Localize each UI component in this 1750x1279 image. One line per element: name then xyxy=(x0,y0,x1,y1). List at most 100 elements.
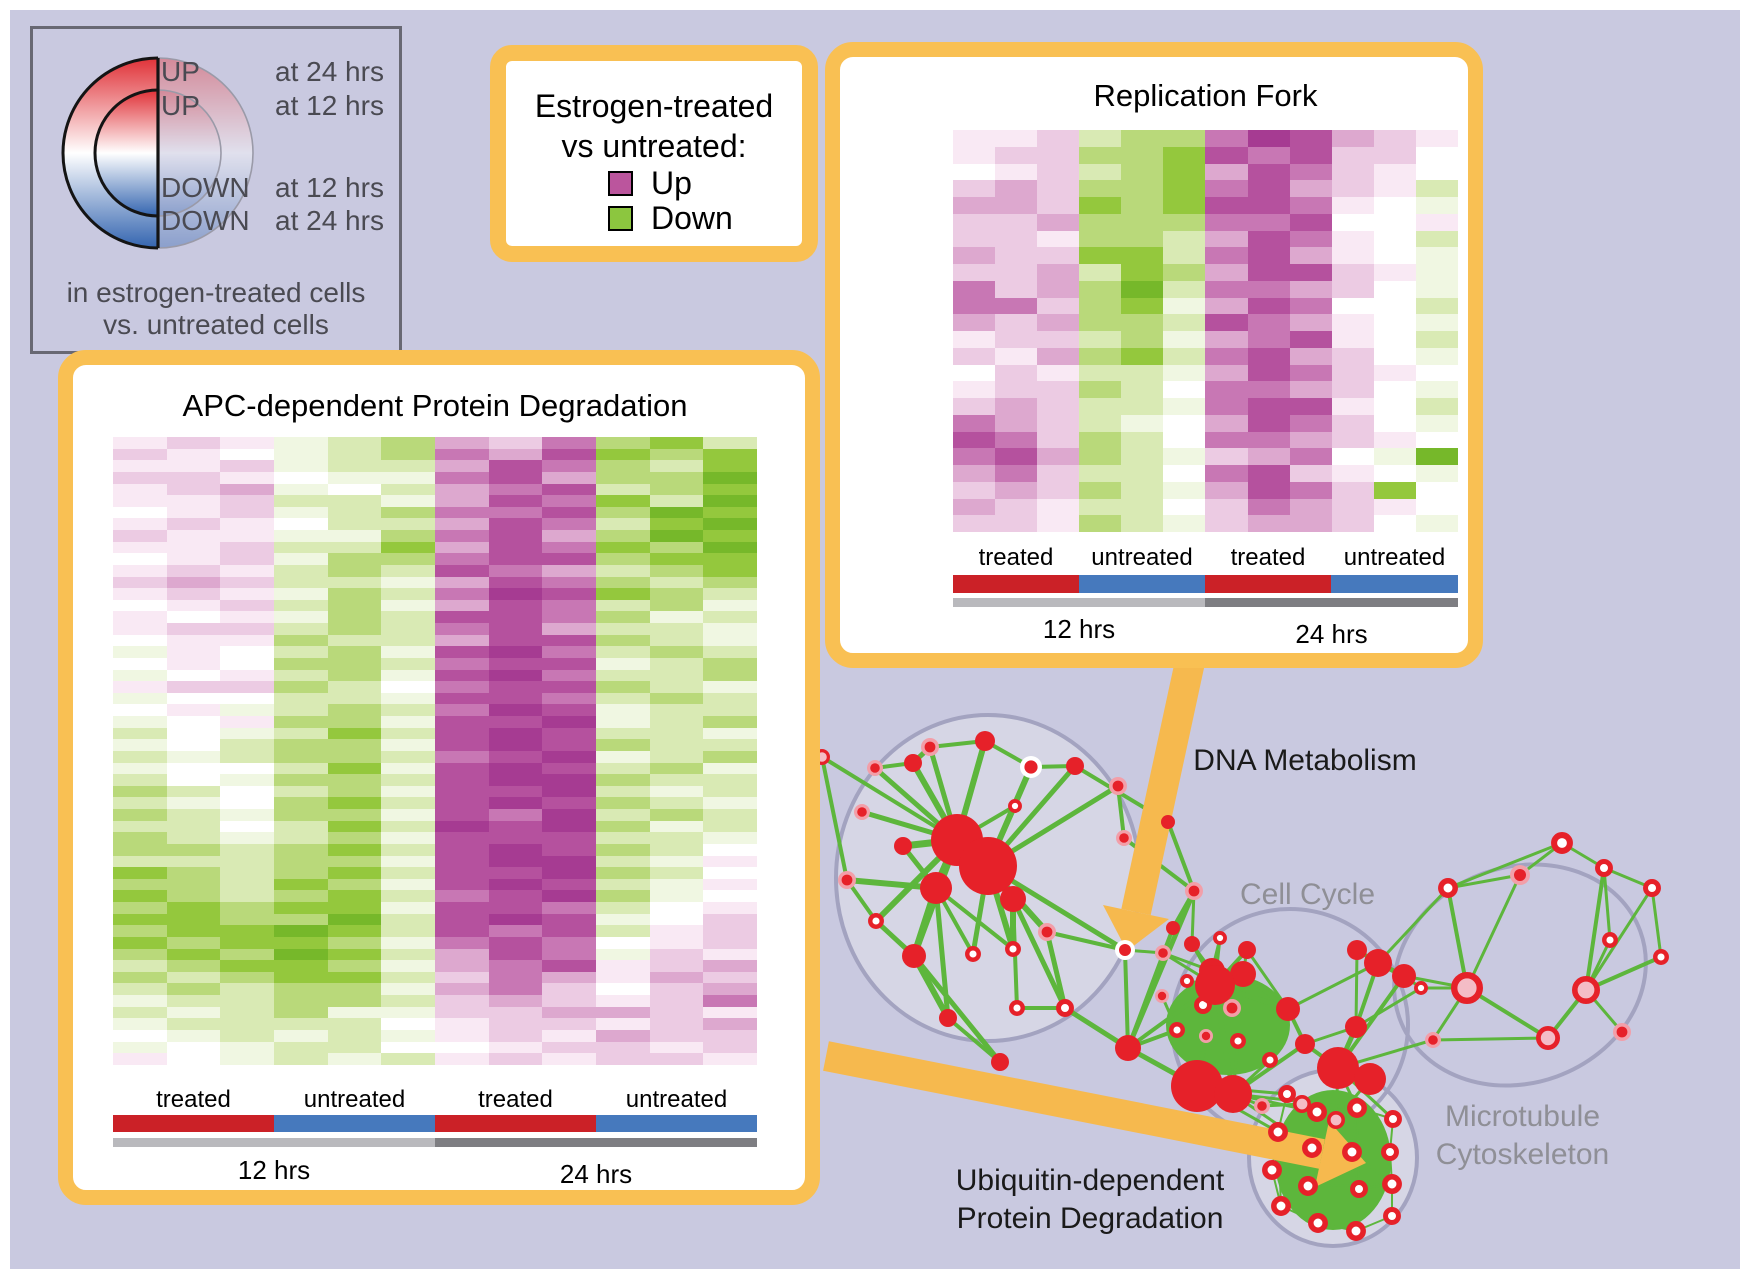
heatmap-cell xyxy=(1289,146,1332,164)
heatmap-cell xyxy=(953,364,996,382)
heatmap-cell xyxy=(1247,264,1290,281)
heatmap-cell xyxy=(703,692,758,705)
heatmap-cell xyxy=(488,692,543,705)
heatmap-cell xyxy=(1205,230,1248,248)
network-edge xyxy=(934,886,1015,951)
heatmap-cell xyxy=(1079,180,1122,197)
heatmap-cell xyxy=(703,1018,758,1030)
heatmap-cell xyxy=(1415,314,1458,331)
heatmap-cell xyxy=(596,832,650,844)
heatmap-cell xyxy=(649,809,704,821)
heatmap-cell xyxy=(542,471,597,484)
network-node xyxy=(1327,1111,1346,1130)
heatmap-cell xyxy=(1331,448,1374,465)
network-edge xyxy=(1376,886,1450,965)
heatmap-cell xyxy=(1331,130,1374,147)
heatmap-cell xyxy=(1037,163,1080,181)
heatmap-cell xyxy=(327,704,382,716)
heatmap-cell xyxy=(1163,163,1206,181)
network-edge xyxy=(1286,961,1380,1011)
heatmap-cell xyxy=(166,832,221,844)
heatmap-cell xyxy=(542,983,597,995)
heatmap-cell xyxy=(381,681,436,693)
heatmap-cell xyxy=(488,541,543,554)
heatmap-cell xyxy=(703,971,758,984)
heatmap-cell xyxy=(953,264,996,281)
heatmap-cell xyxy=(113,820,167,833)
heatmap-cell xyxy=(113,960,167,972)
heatmap-cell xyxy=(220,971,275,984)
ring-legend-at-12b: at 12 hrs xyxy=(275,172,384,203)
heatmap-cell xyxy=(220,1029,275,1042)
heatmap-cell xyxy=(703,460,758,472)
heatmap-cell xyxy=(381,530,436,542)
network-edge xyxy=(1446,873,1522,890)
heatmap-cell xyxy=(1163,264,1206,281)
heatmap-cell xyxy=(542,576,597,589)
heatmap-cell xyxy=(703,518,758,530)
heatmap-cell xyxy=(1247,297,1290,315)
heatmap-cell xyxy=(596,646,650,658)
arrowhead-icon xyxy=(1103,905,1169,951)
heatmap-cell xyxy=(1037,247,1080,264)
heatmap-cell xyxy=(435,855,489,868)
heatmap-cell xyxy=(381,599,436,612)
heatmap-cell xyxy=(113,739,167,751)
heatmap-cell xyxy=(113,832,167,844)
heatmap-cell xyxy=(1331,498,1374,516)
heatmap-cell xyxy=(166,960,221,972)
apc-12hrs-bar xyxy=(113,1138,435,1147)
network-edge xyxy=(1354,948,1359,1029)
heatmap-cell xyxy=(220,913,275,926)
heatmap-cell xyxy=(995,347,1038,365)
heatmap-cell xyxy=(649,762,704,775)
heatmap-cell xyxy=(649,716,704,728)
heatmap-cell xyxy=(649,971,704,984)
heatmap-cell xyxy=(166,471,221,484)
heatmap-cell xyxy=(166,657,221,670)
heatmap-cell xyxy=(596,797,650,809)
heatmap-cell xyxy=(327,925,382,937)
heatmap-cell xyxy=(649,1018,704,1030)
heatmap-cell xyxy=(220,692,275,705)
heatmap-cell xyxy=(596,599,650,612)
heatmap-cell xyxy=(220,855,275,868)
heatmap-cell xyxy=(1121,515,1164,532)
heatmap-cell xyxy=(649,1041,704,1054)
network-edge xyxy=(1123,948,1130,1050)
heatmap-cell xyxy=(703,681,758,693)
heatmap-cell xyxy=(1121,481,1164,499)
heatmap-cell xyxy=(166,785,221,798)
heatmap-cell xyxy=(274,948,328,961)
heatmap-cell xyxy=(435,448,489,461)
heatmap-cell xyxy=(995,414,1038,432)
heatmap-cell xyxy=(1079,230,1122,248)
heatmap-cell xyxy=(166,669,221,682)
heatmap-cell xyxy=(1037,448,1080,465)
network-node xyxy=(1041,926,1053,938)
heatmap-cell xyxy=(1247,515,1290,532)
heatmap-cell xyxy=(1415,347,1458,365)
heatmap-cell xyxy=(1121,230,1164,248)
network-node xyxy=(1438,878,1458,898)
heatmap-cell xyxy=(274,809,328,821)
heatmap-cell xyxy=(649,692,704,705)
rep-group-untreated-24: untreated xyxy=(1343,544,1446,571)
microtubule-label-line2: Cytoskeleton xyxy=(1435,1138,1610,1171)
heatmap-cell xyxy=(435,762,489,775)
ring-legend-caption-2: vs. untreated cells xyxy=(103,309,329,340)
heatmap-cell xyxy=(995,364,1038,382)
heatmap-cell xyxy=(703,925,758,937)
heatmap-cell xyxy=(1121,197,1164,214)
network-node xyxy=(1295,1034,1315,1054)
heatmap-cell xyxy=(1331,431,1374,449)
heatmap-cell xyxy=(542,1029,597,1042)
rep-group-treated-24: treated xyxy=(1230,544,1306,571)
heatmap-cell xyxy=(220,936,275,949)
heatmap-cell xyxy=(113,681,167,693)
heatmap-cell xyxy=(953,448,996,465)
heatmap-cell xyxy=(1121,146,1164,164)
heatmap-cell xyxy=(166,704,221,716)
heatmap-cell xyxy=(327,506,382,519)
heatmap-cell xyxy=(1163,180,1206,197)
